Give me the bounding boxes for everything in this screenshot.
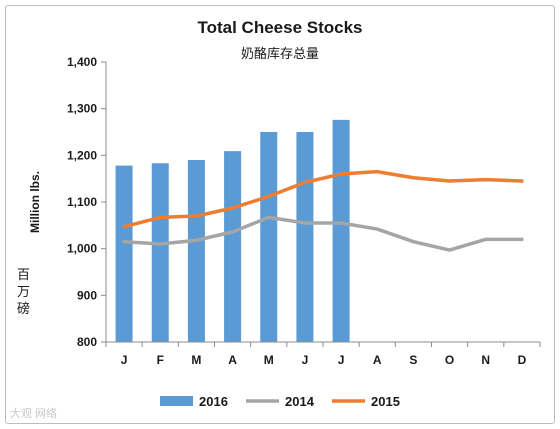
y-tick-label: 800	[77, 335, 97, 349]
legend-label-2014: 2014	[285, 394, 315, 409]
x-tick-label: M	[191, 353, 201, 367]
x-tick-label: N	[481, 353, 490, 367]
legend-swatch-2016	[160, 396, 193, 406]
chart-subtitle: 奶酪库存总量	[240, 46, 319, 61]
y-tick-label: 900	[77, 288, 97, 302]
bar-2016-2	[187, 160, 205, 342]
x-tick-label: A	[228, 353, 237, 367]
chart-frame	[5, 5, 555, 424]
bar-2016-6	[332, 119, 350, 342]
bar-2016-4	[260, 132, 278, 342]
bar-2016-1	[151, 163, 169, 342]
x-tick-label: M	[264, 353, 274, 367]
series-line-2014	[122, 215, 524, 252]
bar-2016-3	[224, 151, 242, 342]
series-line-2015	[122, 169, 524, 229]
y-tick-label: 1,000	[67, 242, 97, 256]
chart-title: Total Cheese Stocks	[197, 18, 363, 37]
y-tick-label: 1,200	[67, 148, 97, 162]
x-tick-label: J	[121, 353, 128, 367]
y-axis-title: Million lbs.	[28, 171, 42, 233]
x-tick-label: S	[409, 353, 417, 367]
x-tick-label: A	[373, 353, 382, 367]
x-tick-label: O	[445, 353, 454, 367]
x-tick-label: J	[302, 353, 309, 367]
bar-2016-5	[296, 132, 314, 342]
legend-label-2016: 2016	[199, 394, 228, 409]
y-axis-unit-cn: 百万磅	[17, 267, 31, 316]
y-tick-label: 1,400	[67, 55, 97, 69]
y-tick-label: 1,100	[67, 195, 97, 209]
watermark: 大观 网络	[10, 408, 58, 420]
x-tick-label: D	[518, 353, 527, 367]
legend-label-2015: 2015	[371, 394, 400, 409]
bar-2016-0	[115, 165, 133, 342]
x-tick-label: J	[338, 353, 345, 367]
y-tick-label: 1,300	[67, 102, 97, 116]
x-tick-label: F	[157, 353, 164, 367]
